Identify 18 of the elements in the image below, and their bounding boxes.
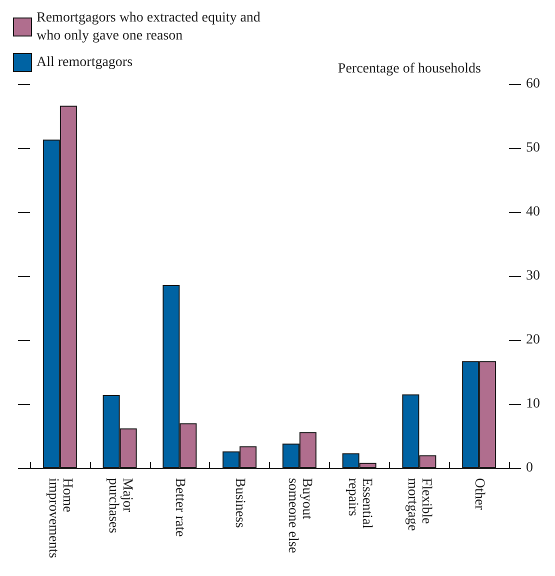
y-tick-label: 60 [526,76,540,92]
y-tick-label: 10 [526,396,540,412]
x-tick-label: Buyout someone else [284,478,314,554]
legend-label: Remortgagors who extracted equity and who only gave one reason [36,10,264,44]
legend-label: All remortgagors [36,55,133,70]
x-tick-label: Other [472,478,487,510]
y-axis-title: Percentage of households [338,62,481,76]
x-tick-label: Home improvements [45,478,74,558]
y-tick-label: 0 [526,460,533,476]
x-tick-label: Business [232,478,248,528]
x-tick-label: Major purchases [105,478,134,534]
x-tick-label: Essential repairs [344,478,374,532]
x-tick-label: Flexible mortgage [404,478,434,531]
y-tick-label: 30 [526,268,540,284]
x-tick-label: Better rate [172,478,188,537]
y-tick-label: 40 [526,204,540,220]
y-tick-label: 50 [526,140,540,156]
y-tick-label: 20 [526,332,540,348]
